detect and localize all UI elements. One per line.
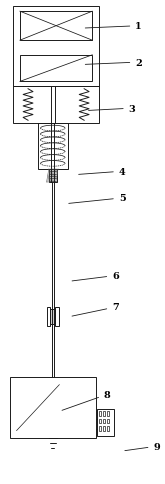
Bar bbox=[107, 426, 109, 431]
Bar bbox=[107, 411, 109, 416]
Bar bbox=[99, 419, 101, 424]
Bar bbox=[97, 409, 114, 436]
Bar bbox=[55, 308, 59, 326]
Text: 8: 8 bbox=[62, 390, 111, 410]
Text: 6: 6 bbox=[72, 272, 119, 281]
Bar bbox=[13, 7, 99, 87]
Bar bbox=[47, 308, 50, 326]
Bar bbox=[99, 426, 101, 431]
Text: 2: 2 bbox=[85, 59, 142, 67]
Bar bbox=[103, 419, 105, 424]
Bar bbox=[99, 411, 101, 416]
Text: 5: 5 bbox=[69, 194, 126, 204]
Bar bbox=[20, 12, 92, 41]
Bar bbox=[103, 426, 105, 431]
Bar bbox=[13, 87, 99, 123]
Text: 4: 4 bbox=[79, 167, 126, 176]
Bar bbox=[50, 310, 55, 324]
Bar bbox=[49, 169, 57, 183]
Bar bbox=[38, 123, 68, 169]
Text: 7: 7 bbox=[72, 303, 119, 317]
Text: 1: 1 bbox=[85, 22, 142, 31]
Bar bbox=[103, 411, 105, 416]
Bar bbox=[20, 56, 92, 82]
Text: 9: 9 bbox=[125, 442, 160, 451]
Bar bbox=[10, 378, 96, 438]
Text: 3: 3 bbox=[89, 105, 135, 113]
Bar bbox=[107, 419, 109, 424]
